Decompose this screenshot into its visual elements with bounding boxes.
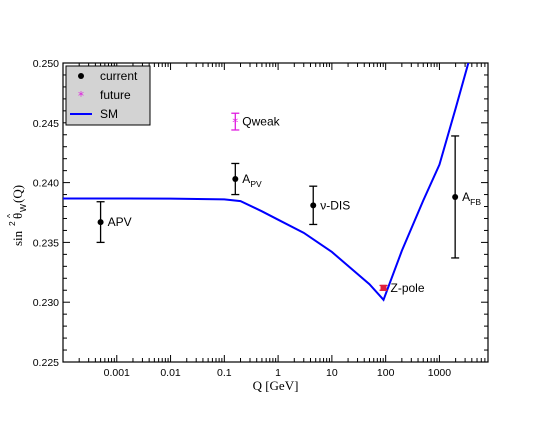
point-label: ν-DIS: [320, 198, 350, 212]
point-label: APV: [108, 215, 132, 229]
legend-dot-marker: [78, 73, 84, 79]
y-tick-label: 0.225: [33, 357, 59, 369]
plot-series: APV APV ν-DIS Z-pole AFB * Qweak: [63, 63, 481, 302]
point-label: APV: [242, 172, 262, 189]
y-axis-title-exponent: 2: [7, 221, 17, 226]
data-point-apv-parity: APV: [231, 162, 262, 196]
y-tick-label: 0.230: [33, 297, 59, 309]
dot-marker: [452, 193, 459, 200]
x-axis-title: Q [GeV]: [253, 378, 299, 393]
x-tick-label: 1: [275, 367, 281, 379]
sm-curve: [63, 63, 470, 302]
star-marker: *: [232, 116, 238, 130]
x-tick-label: 0.1: [217, 367, 232, 379]
x-tick-label: 100: [377, 367, 395, 379]
square-marker: [380, 284, 387, 291]
data-point-nu-dis: ν-DIS: [309, 185, 350, 226]
y-axis-title-theta: θ: [10, 213, 25, 219]
data-point-apv: APV: [96, 201, 132, 244]
x-tick-label: 0.01: [160, 367, 181, 379]
point-label: Z-pole: [391, 281, 425, 295]
data-point-qweak: * Qweak: [231, 112, 281, 131]
point-label: AFB: [462, 190, 481, 207]
y-tick-label: 0.235: [33, 237, 59, 249]
point-label-subscript: PV: [250, 179, 262, 189]
y-tick-label: 0.240: [33, 178, 59, 190]
x-axis: 0.001 0.01 0.1 1 10 100 1000: [62, 63, 489, 379]
data-point-afb: AFB: [451, 135, 481, 259]
legend: current * future SM: [65, 65, 151, 126]
legend-star-marker: *: [78, 89, 84, 103]
point-label-subscript: FB: [470, 197, 481, 207]
y-axis-title: sin 2 θ ^ W (Q): [5, 185, 28, 246]
point-label: Qweak: [242, 115, 280, 129]
y-axis-title-argument: (Q): [10, 185, 25, 203]
y-axis-title-hat: ^: [5, 214, 15, 218]
legend-label: SM: [100, 107, 118, 121]
y-tick-label: 0.245: [33, 118, 59, 130]
data-point-z-pole: Z-pole: [379, 281, 425, 295]
dot-marker: [310, 202, 317, 209]
dot-marker: [232, 176, 239, 183]
y-axis: 0.225 0.230 0.235 0.240 0.245 0.250: [33, 58, 488, 369]
dot-marker: [97, 219, 104, 226]
legend-label: current: [100, 69, 138, 83]
x-tick-label: 10: [326, 367, 338, 379]
y-tick-label: 0.250: [33, 58, 59, 70]
x-tick-label: 1000: [428, 367, 452, 379]
x-tick-label: 0.001: [104, 367, 130, 379]
y-axis-title-sin: sin: [10, 230, 25, 246]
legend-label: future: [100, 88, 131, 102]
y-axis-title-subscript: W: [18, 204, 28, 212]
